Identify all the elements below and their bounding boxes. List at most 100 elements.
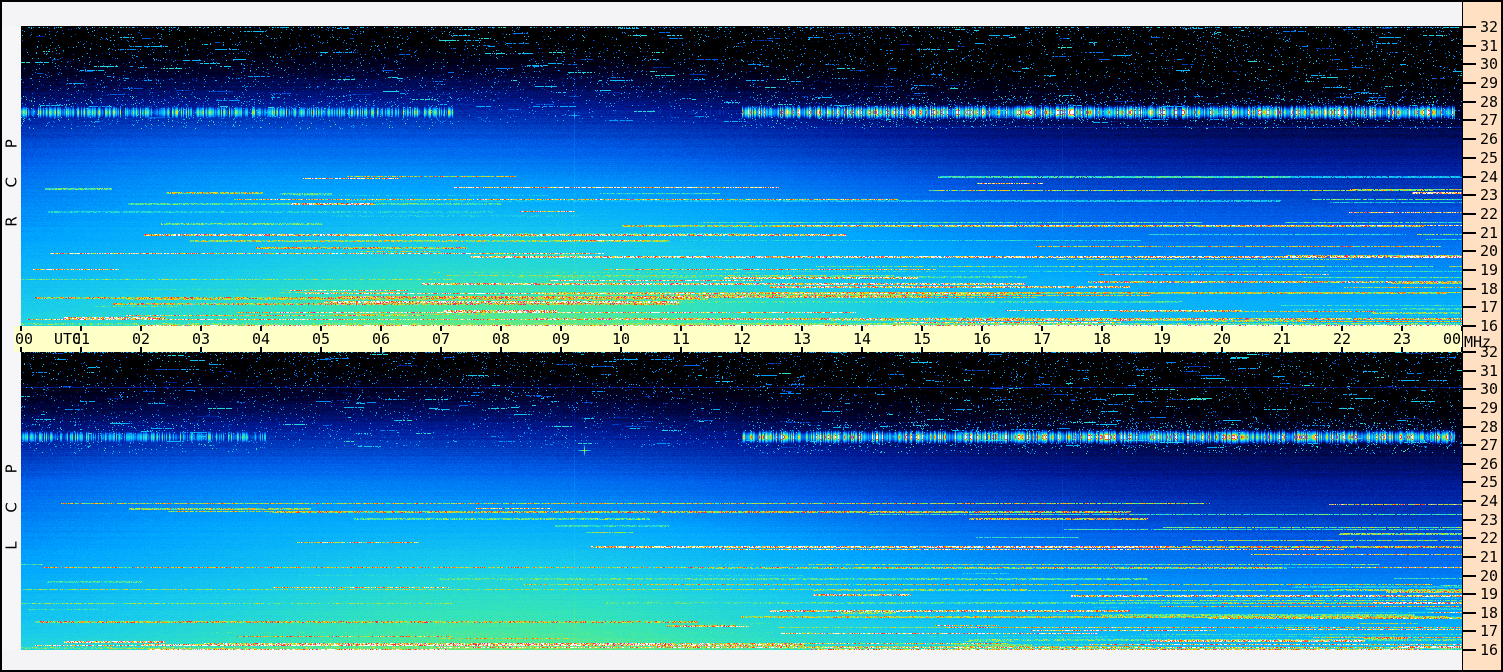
time-tick-top xyxy=(1101,326,1103,331)
time-tick-bottom xyxy=(741,347,743,352)
time-tick-top xyxy=(741,326,743,331)
time-tick-bottom xyxy=(1041,347,1043,352)
time-tick-bottom xyxy=(1101,347,1103,352)
freq-label: 22 xyxy=(1480,205,1499,223)
time-tick-bottom xyxy=(921,347,923,352)
freq-tick xyxy=(1463,63,1476,65)
time-hour-label: 19 xyxy=(1152,330,1172,348)
time-tick-bottom xyxy=(1221,347,1223,352)
freq-tick xyxy=(1463,463,1476,465)
freq-tick xyxy=(1463,306,1476,308)
freq-label: 25 xyxy=(1480,473,1499,491)
time-axis: 00 UTC 01 02 03 04 05 06 07 08 09 10 11 12 13 14 15 16 17 1… xyxy=(14,326,1463,352)
time-hour-label: 18 xyxy=(1092,330,1112,348)
time-hour-label: 04 xyxy=(251,330,271,348)
time-tick-bottom xyxy=(260,347,262,352)
time-tick-top xyxy=(200,326,202,331)
time-hour-label: 16 xyxy=(972,330,992,348)
freq-label: 29 xyxy=(1480,399,1499,417)
freq-tick xyxy=(1463,519,1476,521)
time-tick-bottom xyxy=(560,347,562,352)
time-tick-top xyxy=(1341,326,1343,331)
freq-label: 31 xyxy=(1480,362,1499,380)
freq-tick xyxy=(1463,325,1476,327)
freq-tick xyxy=(1463,593,1476,595)
time-hour-label: 22 xyxy=(1332,330,1352,348)
time-hour-label: 11 xyxy=(671,330,691,348)
freq-label: 28 xyxy=(1480,418,1499,436)
freq-label: 16 xyxy=(1480,317,1499,335)
freq-label: 20 xyxy=(1480,242,1499,260)
time-hour-label: 23 xyxy=(1392,330,1412,348)
freq-tick xyxy=(1463,26,1476,28)
freq-tick xyxy=(1463,269,1476,271)
freq-label: 27 xyxy=(1480,111,1499,129)
freq-label: 32 xyxy=(1480,343,1499,361)
footer-strip xyxy=(2,650,1462,670)
polarization-label-rcp-text: R C P xyxy=(2,126,21,227)
freq-tick xyxy=(1463,213,1476,215)
freq-label: 19 xyxy=(1480,585,1499,603)
freq-tick xyxy=(1463,119,1476,121)
time-tick-top xyxy=(620,326,622,331)
freq-tick xyxy=(1463,250,1476,252)
freq-tick xyxy=(1463,481,1476,483)
freq-label: 30 xyxy=(1480,380,1499,398)
freq-tick xyxy=(1463,45,1476,47)
freq-label: 17 xyxy=(1480,298,1499,316)
time-tick-top xyxy=(1161,326,1163,331)
freq-label: 22 xyxy=(1480,529,1499,547)
frequency-axis: MHz 32 31 30 29 28 27 26 25 24 23 22 21 20 19 18 17 16 32 3… xyxy=(1462,2,1501,670)
freq-label: 16 xyxy=(1480,641,1499,659)
freq-tick xyxy=(1463,612,1476,614)
freq-label: 32 xyxy=(1480,18,1499,36)
time-tick-bottom xyxy=(801,347,803,352)
freq-label: 23 xyxy=(1480,511,1499,529)
time-hour-label: 02 xyxy=(131,330,151,348)
polarization-axis-strip xyxy=(2,26,21,650)
time-hour-label: 00 xyxy=(1442,330,1461,348)
time-hour-label: 10 xyxy=(611,330,631,348)
freq-tick xyxy=(1463,630,1476,632)
time-tick-bottom xyxy=(620,347,622,352)
time-tick-top xyxy=(560,326,562,331)
time-hour-label: 01 xyxy=(71,330,91,348)
freq-label: 21 xyxy=(1480,548,1499,566)
time-tick-bottom xyxy=(1401,347,1403,352)
time-tick-bottom xyxy=(1161,347,1163,352)
time-tick-top xyxy=(1401,326,1403,331)
time-hour-label: 09 xyxy=(551,330,571,348)
time-tick-bottom xyxy=(200,347,202,352)
time-tick-bottom xyxy=(680,347,682,352)
freq-tick xyxy=(1463,388,1476,390)
time-tick-top xyxy=(921,326,923,331)
polarization-label-rcp: R C P xyxy=(2,27,21,326)
freq-tick xyxy=(1463,370,1476,372)
freq-label: 18 xyxy=(1480,280,1499,298)
time-tick-bottom xyxy=(80,347,82,352)
freq-tick xyxy=(1463,407,1476,409)
time-tick-top xyxy=(1221,326,1223,331)
time-tick-bottom xyxy=(861,347,863,352)
freq-label: 20 xyxy=(1480,567,1499,585)
time-hour-label: 12 xyxy=(732,330,752,348)
time-hour-label: 13 xyxy=(792,330,812,348)
time-tick-bottom xyxy=(20,347,22,352)
freq-label: 26 xyxy=(1480,455,1499,473)
freq-tick xyxy=(1463,101,1476,103)
time-tick-top xyxy=(680,326,682,331)
freq-label: 18 xyxy=(1480,604,1499,622)
time-tick-top xyxy=(140,326,142,331)
title-bar: AJ4CO Observatory 25 Jun 2014 - DPS on T… xyxy=(2,2,1462,45)
freq-label: 23 xyxy=(1480,186,1499,204)
time-hour-label: 08 xyxy=(491,330,511,348)
time-hour-label: 14 xyxy=(852,330,872,348)
time-tick-top xyxy=(1041,326,1043,331)
freq-tick xyxy=(1463,575,1476,577)
time-hour-label: 00 xyxy=(15,330,34,348)
freq-label: 27 xyxy=(1480,436,1499,454)
time-tick-top xyxy=(500,326,502,331)
freq-tick xyxy=(1463,232,1476,234)
time-hour-label: 15 xyxy=(912,330,932,348)
